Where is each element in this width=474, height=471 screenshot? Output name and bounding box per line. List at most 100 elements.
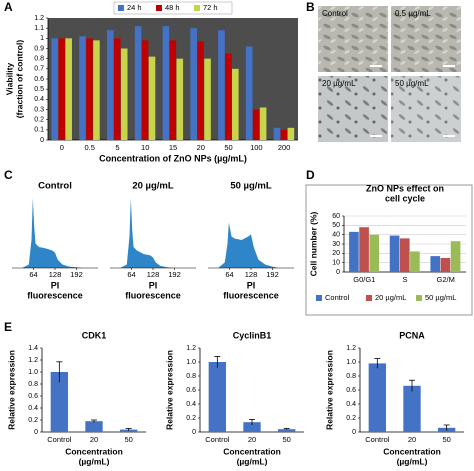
y-axis-label: (fraction of control) [14, 40, 24, 119]
y-tick-label: 0.4 [28, 405, 38, 412]
legend-swatch [416, 295, 422, 301]
x-tick-label: 20 [90, 435, 98, 444]
bar [208, 362, 226, 432]
chart-title: Control [38, 181, 72, 192]
micrograph-label: 50 µg/mL [395, 79, 429, 88]
y-axis-label: Cell number (%) [308, 211, 318, 276]
x-tick-label: 64 [29, 270, 37, 279]
x-axis-label: (µg/mL) [397, 456, 428, 466]
bar [278, 429, 296, 432]
bar [359, 227, 369, 272]
y-tick-label: 0.6 [34, 76, 44, 83]
x-axis-label: Concentration [65, 446, 123, 456]
y-tick-label: 0.6 [186, 387, 196, 394]
x-tick-label: 200 [278, 143, 291, 152]
bar [410, 251, 420, 272]
chart-title: CDK1 [82, 330, 107, 340]
y-tick-label: 0.9 [34, 45, 44, 52]
legend-swatch [194, 5, 200, 11]
legend-label: 24 h [127, 3, 142, 12]
y-tick-label: 0.2 [34, 117, 44, 124]
x-tick-label: G2/M [436, 275, 454, 284]
x-tick-label: 128 [147, 270, 160, 279]
x-tick-label: Control [365, 435, 390, 444]
bar [50, 372, 68, 432]
x-tick-label: 50 [124, 435, 132, 444]
bar [369, 234, 380, 272]
x-tick-label: 50 [282, 435, 290, 444]
bar [440, 258, 451, 272]
y-tick-label: 0.1 [34, 127, 44, 134]
bar [51, 38, 59, 141]
y-tick-label: 1.0 [346, 359, 356, 366]
x-axis-label: Concentration [223, 446, 281, 456]
legend-swatch [366, 295, 372, 301]
bar [280, 129, 288, 140]
bar [349, 231, 359, 272]
x-tick-label: 0 [60, 143, 64, 152]
y-tick-label: 0.4 [346, 401, 356, 408]
legend-box [113, 1, 233, 15]
chart-title: 50 µg/mL [230, 181, 272, 192]
bar [134, 26, 142, 141]
bar [107, 30, 114, 141]
y-tick-label: 0.8 [346, 373, 356, 380]
y-tick-label: 1.0 [186, 359, 196, 366]
x-axis-label: fluorescence [27, 290, 83, 300]
bar [287, 127, 295, 140]
bar [58, 38, 66, 141]
chart-title: CyclinB1 [233, 330, 272, 340]
x-tick-label: 0.5 [84, 143, 94, 152]
legend-label: Control [325, 293, 350, 302]
y-tick-label: 0.4 [186, 401, 196, 408]
x-tick-label: 64 [127, 270, 135, 279]
chart-title: ZnO NPs effect on [366, 183, 444, 193]
bar [141, 40, 149, 140]
legend-swatch [316, 295, 322, 301]
micrograph-label: Control [322, 9, 348, 18]
panel-label: A [4, 0, 13, 14]
bar [259, 107, 267, 140]
bar [79, 36, 86, 140]
bar [399, 238, 410, 272]
x-tick-label: 192 [70, 270, 83, 279]
bar [85, 421, 103, 432]
x-tick-label: 50 [442, 435, 450, 444]
y-tick-label: 0 [40, 137, 44, 144]
x-tick-label: Control [47, 435, 72, 444]
x-axis-label: PI [149, 280, 158, 290]
bar [389, 235, 400, 272]
legend-swatch [156, 5, 162, 11]
x-axis-label: PI [247, 280, 256, 290]
legend-label: 50 µg/mL [425, 293, 456, 302]
legend-label: 48 h [165, 3, 180, 12]
bar [176, 58, 184, 140]
y-tick-label: 1.2 [346, 345, 356, 352]
histogram-area [120, 198, 181, 268]
micrograph [318, 76, 388, 142]
bar [273, 127, 281, 140]
x-tick-label: 192 [266, 270, 279, 279]
y-tick-label: 0 [34, 429, 38, 436]
x-tick-label: 50 [224, 143, 232, 152]
bar [243, 422, 261, 432]
x-tick-label: 128 [245, 270, 258, 279]
x-tick-label: G0/G1 [353, 275, 375, 284]
bar [403, 385, 421, 432]
legend-label: 20 µg/mL [375, 293, 406, 302]
y-tick-label: 0.2 [28, 417, 38, 424]
micrograph-label: 20 µg/mL [322, 79, 356, 88]
bar [252, 109, 260, 140]
x-axis-label: Concentration of ZnO NPs (µg/mL) [99, 153, 247, 163]
y-tick-label: 40 [332, 232, 340, 239]
y-tick-label: 0.5 [34, 86, 44, 93]
y-tick-label: 0.3 [34, 106, 44, 113]
chart-title: 20 µg/mL [132, 181, 174, 192]
histogram-area [22, 198, 83, 268]
bar [169, 40, 177, 140]
bar [368, 363, 386, 432]
y-tick-label: 0.2 [186, 415, 196, 422]
y-tick-label: 1.2 [186, 345, 196, 352]
